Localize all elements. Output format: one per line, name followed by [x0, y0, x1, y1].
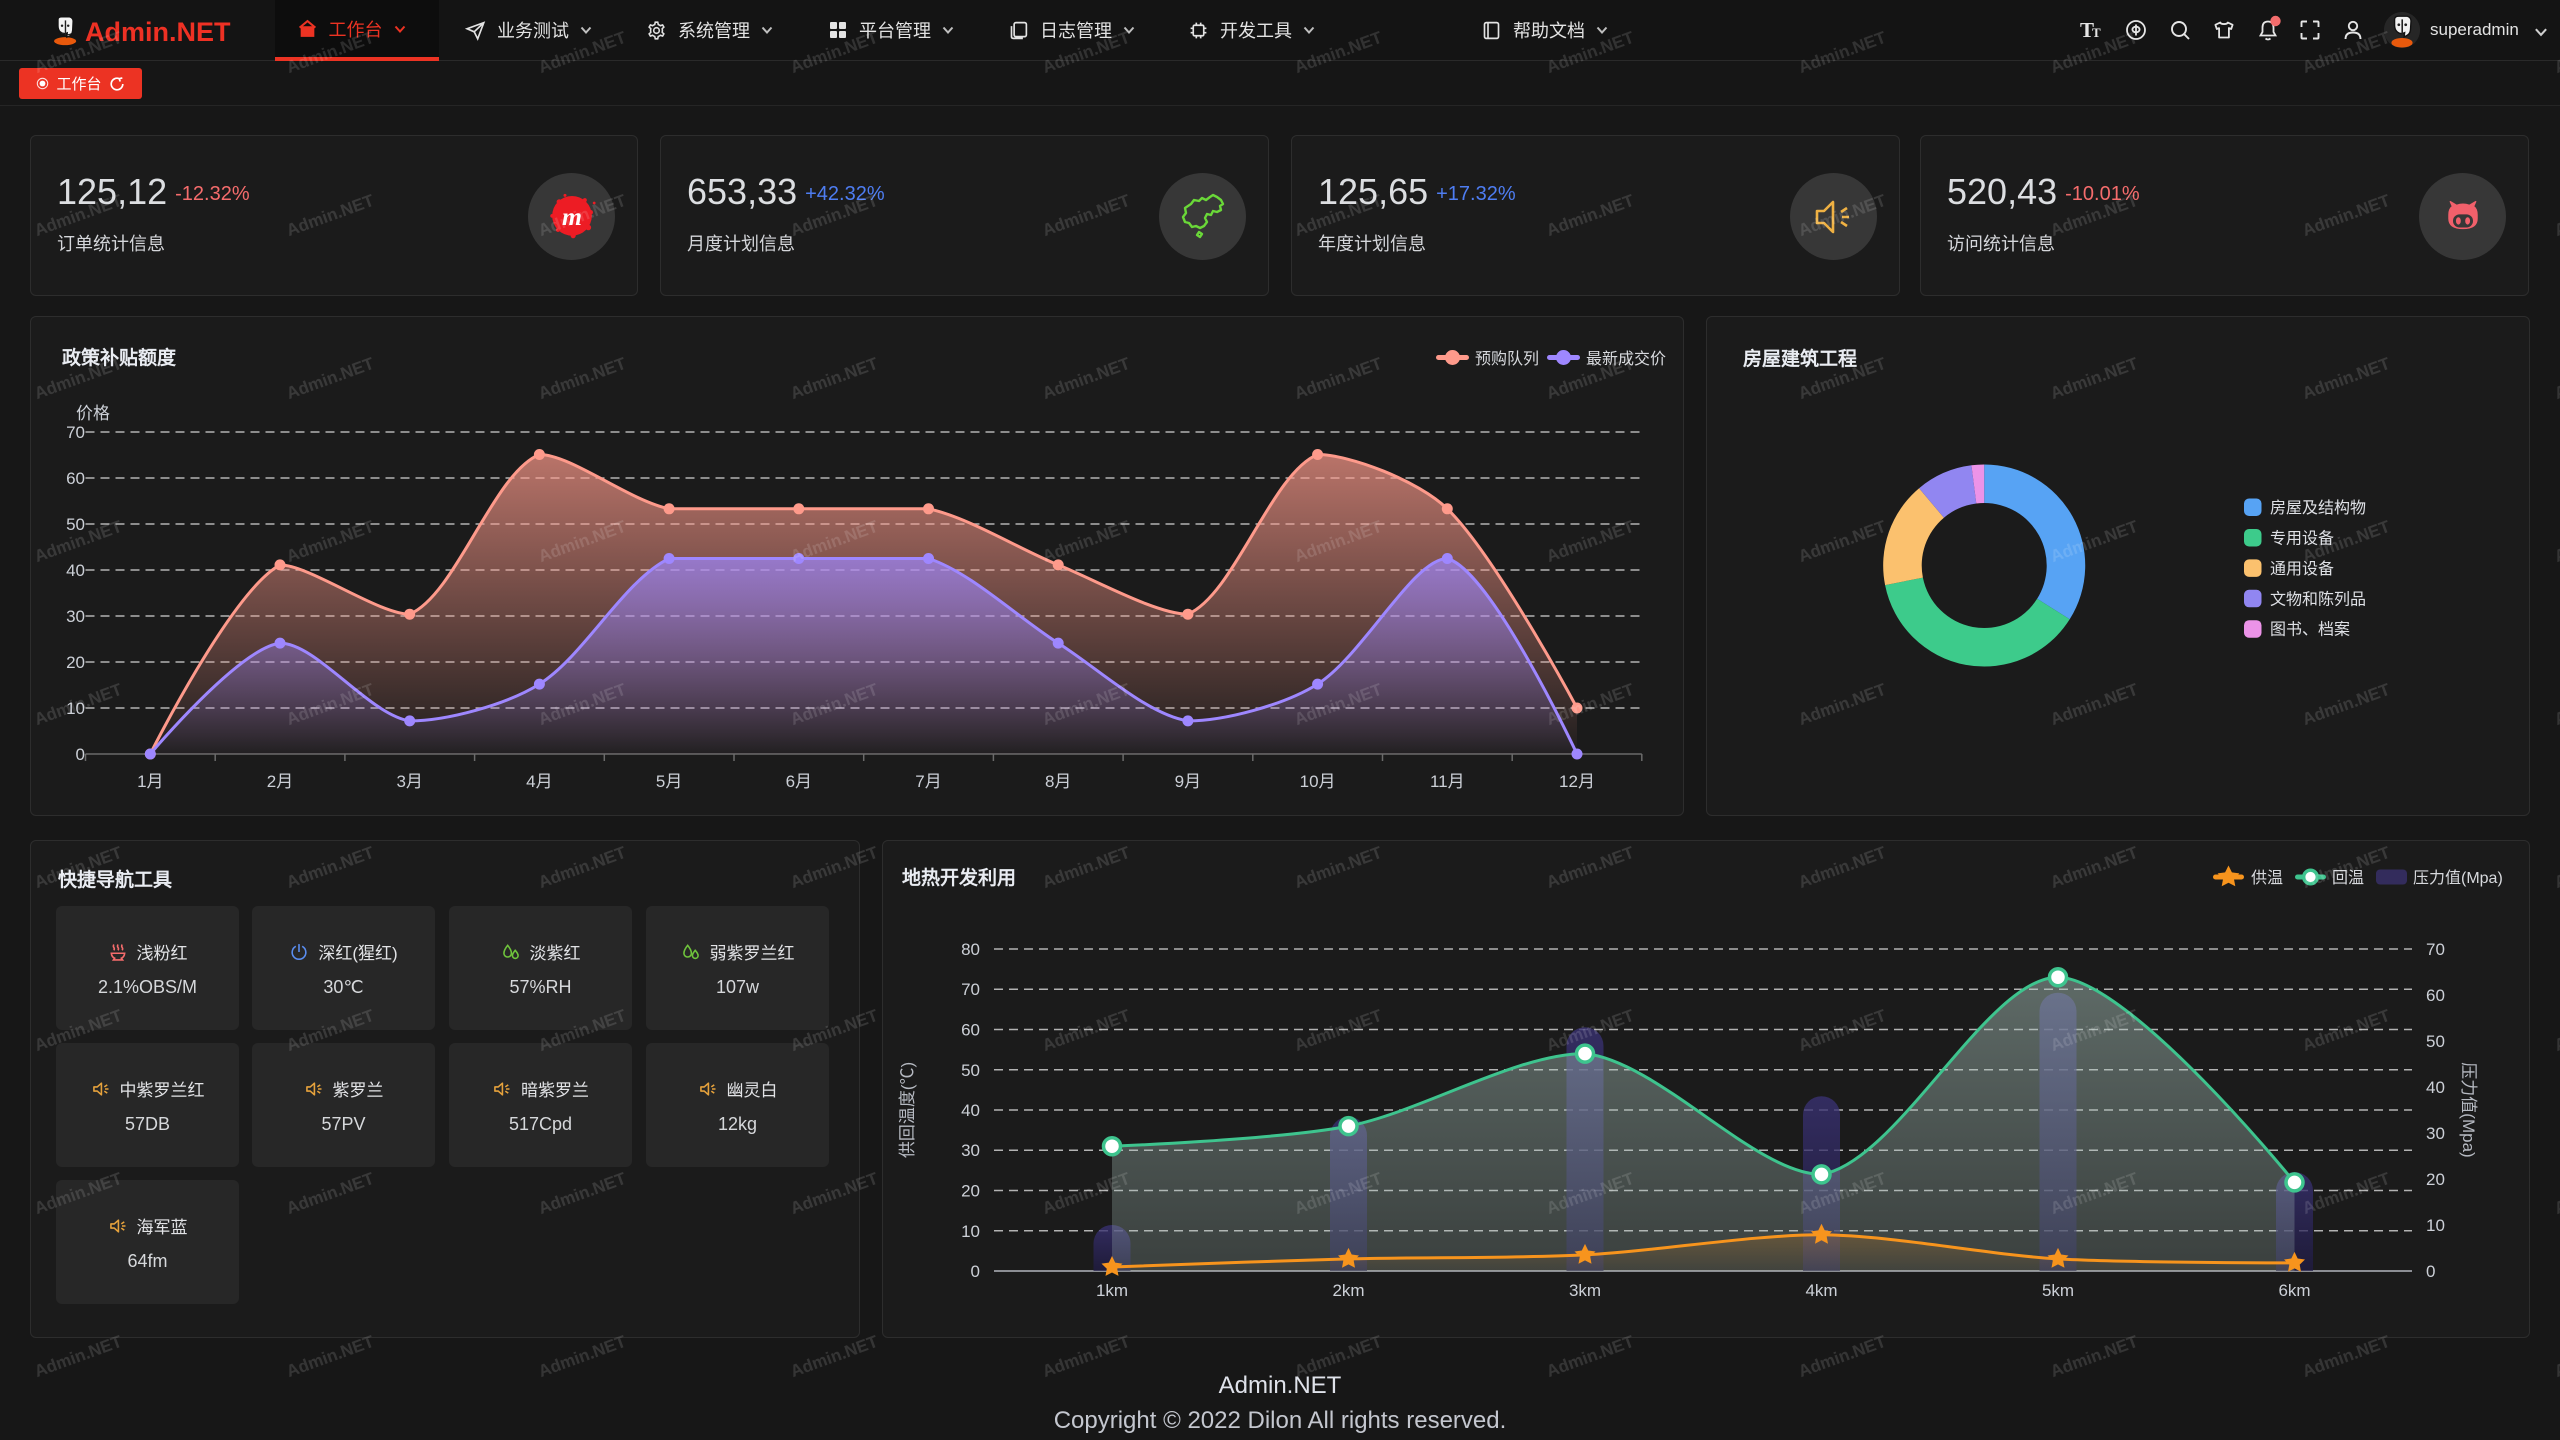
svg-text:m: m: [562, 202, 582, 231]
svg-text:价格: 价格: [76, 404, 110, 423]
svg-text:3km: 3km: [1569, 1281, 1601, 1300]
svg-text:2km: 2km: [1332, 1281, 1364, 1300]
svg-text:6km: 6km: [2278, 1281, 2310, 1300]
svg-text:70: 70: [2426, 940, 2445, 959]
svg-text:8月: 8月: [1045, 772, 1071, 791]
svg-text:4km: 4km: [1805, 1281, 1837, 1300]
svg-text:70: 70: [66, 423, 85, 442]
svg-text:70: 70: [961, 980, 980, 999]
svg-text:5月: 5月: [656, 772, 682, 791]
svg-text:20: 20: [2426, 1170, 2445, 1189]
svg-text:0: 0: [971, 1262, 980, 1281]
svg-text:30: 30: [66, 607, 85, 626]
svg-text:5km: 5km: [2042, 1281, 2074, 1300]
svg-text:30: 30: [2426, 1124, 2445, 1143]
svg-text:60: 60: [961, 1021, 980, 1040]
svg-text:50: 50: [66, 515, 85, 534]
svg-text:回温: 回温: [2332, 869, 2364, 887]
svg-text:6月: 6月: [786, 772, 812, 791]
svg-text:20: 20: [961, 1182, 980, 1201]
svg-text:12月: 12月: [1559, 772, 1595, 791]
svg-text:1月: 1月: [137, 772, 163, 791]
svg-text:40: 40: [66, 561, 85, 580]
svg-text:政策补贴额度: 政策补贴额度: [62, 346, 177, 369]
svg-text:图书、档案: 图书、档案: [2270, 621, 2350, 639]
svg-text:4月: 4月: [526, 772, 552, 791]
svg-text:压力值(Mpa): 压力值(Mpa): [2459, 1062, 2478, 1157]
svg-text:2月: 2月: [267, 772, 293, 791]
svg-text:压力值(Mpa): 压力值(Mpa): [2413, 869, 2503, 887]
svg-text:80: 80: [961, 940, 980, 959]
svg-text:40: 40: [961, 1101, 980, 1120]
svg-text:3月: 3月: [396, 772, 422, 791]
svg-text:供温: 供温: [2251, 869, 2283, 887]
svg-text:通用设备: 通用设备: [2270, 560, 2334, 578]
svg-text:0: 0: [2426, 1262, 2435, 1281]
svg-text:地热开发利用: 地热开发利用: [902, 866, 1016, 889]
svg-text:40: 40: [2426, 1078, 2445, 1097]
svg-text:50: 50: [961, 1061, 980, 1080]
svg-text:10: 10: [2426, 1216, 2445, 1235]
svg-text:10: 10: [961, 1222, 980, 1241]
svg-text:10月: 10月: [1300, 772, 1336, 791]
svg-text:0: 0: [76, 745, 85, 764]
svg-text:11月: 11月: [1430, 772, 1465, 791]
svg-text:60: 60: [66, 469, 85, 488]
svg-text:预购队列: 预购队列: [1475, 350, 1539, 368]
svg-text:1km: 1km: [1096, 1281, 1128, 1300]
svg-text:20: 20: [66, 653, 85, 672]
svg-text:专用设备: 专用设备: [2270, 530, 2334, 548]
svg-text:房屋及结构物: 房屋及结构物: [2270, 499, 2366, 517]
svg-text:文物和陈列品: 文物和陈列品: [2270, 590, 2366, 608]
svg-text:60: 60: [2426, 986, 2445, 1005]
svg-text:7月: 7月: [915, 772, 941, 791]
svg-text:最新成交价: 最新成交价: [1586, 350, 1666, 368]
svg-text:30: 30: [961, 1141, 980, 1160]
svg-text:9月: 9月: [1175, 772, 1201, 791]
svg-text:供回温度(℃): 供回温度(℃): [898, 1062, 917, 1158]
svg-text:T: T: [2092, 25, 2101, 40]
svg-text:10: 10: [66, 699, 85, 718]
svg-text:50: 50: [2426, 1032, 2445, 1051]
